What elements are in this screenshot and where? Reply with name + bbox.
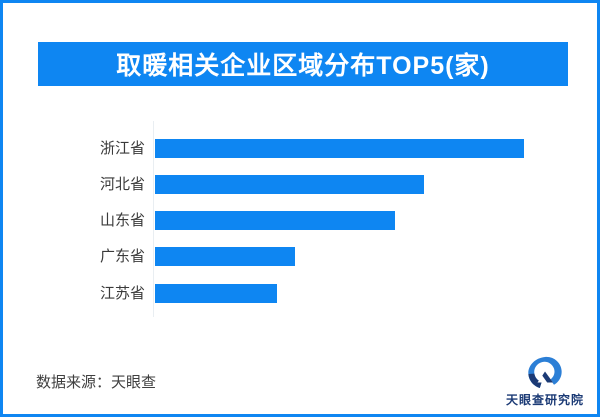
brand-block: 天眼查研究院 — [501, 356, 589, 408]
y-axis-line — [153, 121, 154, 317]
bar — [155, 211, 395, 230]
bar — [155, 247, 296, 267]
bar — [155, 283, 277, 303]
category-label: 江苏省 — [99, 284, 145, 302]
category-label: 广东省 — [99, 248, 145, 266]
bar-row: 广东省 — [3, 247, 597, 267]
bar-row: 江苏省 — [3, 283, 597, 303]
bar-row: 浙江省 — [3, 138, 597, 158]
bar — [155, 138, 524, 158]
category-label: 浙江省 — [99, 139, 145, 157]
chart-title: 取暖相关企业区域分布TOP5(家) — [116, 52, 490, 80]
title-bar: 取暖相关企业区域分布TOP5(家) — [38, 42, 568, 86]
tianyancha-logo-icon — [528, 356, 562, 388]
bar — [155, 174, 425, 194]
bar-chart: 浙江省河北省山东省广东省江苏省 — [3, 3, 597, 414]
bar-row: 山东省 — [3, 211, 597, 230]
bar-row: 河北省 — [3, 174, 597, 194]
category-label: 河北省 — [99, 175, 145, 193]
data-source-label: 数据来源：天眼查 — [36, 374, 157, 391]
brand-name-label: 天眼查研究院 — [505, 393, 584, 407]
category-label: 山东省 — [99, 212, 145, 229]
